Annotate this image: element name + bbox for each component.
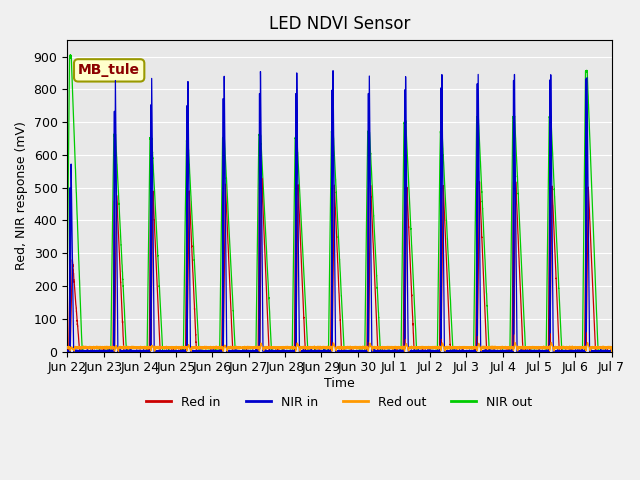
Y-axis label: Red, NIR response (mV): Red, NIR response (mV) xyxy=(15,121,28,270)
Legend: Red in, NIR in, Red out, NIR out: Red in, NIR in, Red out, NIR out xyxy=(141,391,538,414)
Text: MB_tule: MB_tule xyxy=(78,63,140,77)
X-axis label: Time: Time xyxy=(324,377,355,390)
Title: LED NDVI Sensor: LED NDVI Sensor xyxy=(269,15,410,33)
